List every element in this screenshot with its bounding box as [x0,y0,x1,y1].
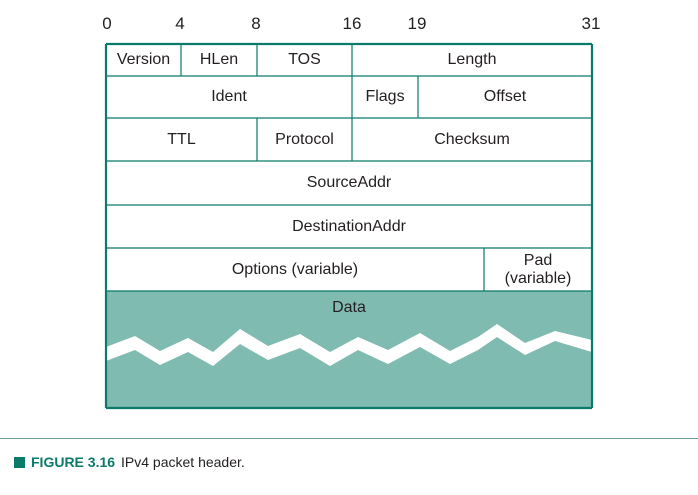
field-offset: Offset [483,88,527,105]
field-ttl: TTL [167,130,196,148]
data-break [106,324,592,366]
field-tos: TOS [288,51,321,68]
field-flags: Flags [365,88,405,105]
field-pad-line2: (variable) [504,269,572,287]
bit-label-8: 8 [251,14,261,33]
field-ident: Ident [211,88,247,105]
field-checksum: Checksum [434,130,510,148]
figure-caption: FIGURE 3.16 IPv4 packet header. [14,453,245,471]
bit-label-19: 19 [407,14,427,33]
field-version: Version [116,51,171,68]
field-protocol: Protocol [275,130,334,148]
field-pad-line1: Pad [523,251,553,269]
field-destination-addr: DestinationAddr [292,217,406,235]
bit-label-31: 31 [581,14,601,33]
field-pad: Pad (variable) [484,248,592,291]
bit-label-16: 16 [342,14,362,33]
field-length: Length [447,51,497,68]
field-options: Options (variable) [231,260,359,278]
caption-text: IPv4 packet header. [121,454,245,470]
field-data: Data [332,299,366,316]
bit-label-4: 4 [175,14,185,33]
bit-label-0: 0 [102,14,112,33]
field-source-addr: SourceAddr [306,174,392,191]
figure-label: FIGURE 3.16 [31,454,116,470]
field-hlen: HLen [199,51,239,68]
caption-square-icon [14,456,25,468]
caption-divider [0,438,698,439]
